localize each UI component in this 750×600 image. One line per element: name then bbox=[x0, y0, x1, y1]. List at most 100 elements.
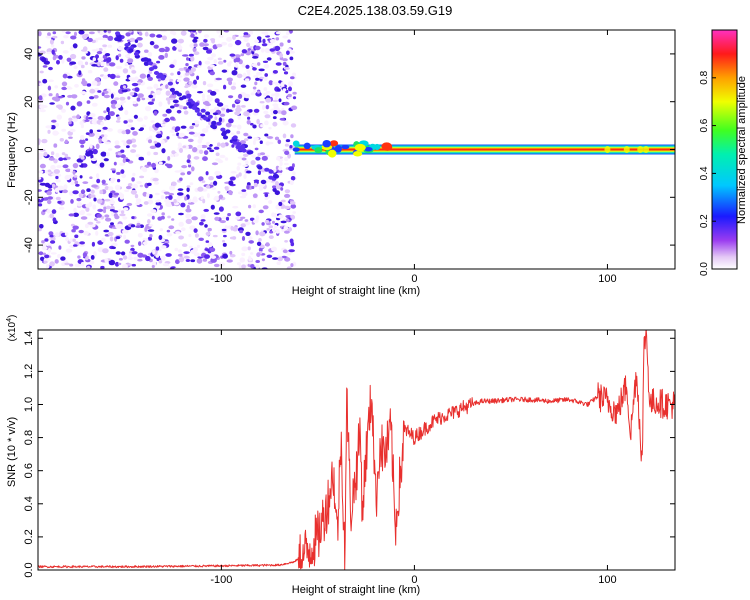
colorbar-frame bbox=[711, 29, 738, 270]
noise-blob bbox=[156, 34, 163, 38]
noise-blob bbox=[57, 200, 62, 204]
noise-blob bbox=[71, 94, 78, 99]
noise-blob bbox=[252, 86, 257, 90]
noise-blob bbox=[147, 219, 151, 224]
noise-blob bbox=[160, 139, 165, 145]
noise-blob bbox=[255, 264, 260, 269]
noise-blob bbox=[69, 191, 74, 196]
noise-blob bbox=[72, 163, 79, 169]
noise-blob bbox=[273, 110, 278, 115]
noise-blob bbox=[210, 187, 216, 191]
noise-blob bbox=[230, 225, 234, 231]
noise-blob bbox=[189, 245, 193, 249]
noise-blob bbox=[117, 152, 123, 156]
noise-blob bbox=[242, 164, 249, 167]
noise-blob bbox=[188, 53, 194, 57]
noise-blob bbox=[70, 35, 77, 40]
noise-blob bbox=[226, 259, 233, 263]
streak-blob bbox=[268, 175, 274, 180]
spectrogram-y-label: Frequency (Hz) bbox=[6, 112, 18, 188]
noise-blob bbox=[292, 96, 297, 100]
noise-blob bbox=[44, 254, 50, 259]
noise-blob bbox=[106, 57, 110, 63]
noise-blob bbox=[106, 152, 110, 157]
noise-blob bbox=[289, 145, 293, 149]
noise-blob bbox=[187, 154, 192, 160]
noise-blob bbox=[122, 158, 126, 164]
noise-blob bbox=[73, 65, 78, 70]
noise-blob bbox=[86, 100, 91, 104]
snr-x-label: Height of straight line (km) bbox=[292, 584, 420, 596]
noise-blob bbox=[79, 175, 83, 179]
noise-blob bbox=[264, 63, 269, 68]
noise-blob bbox=[104, 214, 110, 218]
noise-blob bbox=[238, 191, 243, 195]
noise-blob bbox=[57, 254, 61, 259]
noise-blob bbox=[139, 73, 147, 79]
noise-blob bbox=[158, 235, 163, 240]
noise-blob bbox=[55, 152, 60, 158]
streak-blob bbox=[169, 87, 175, 92]
noise-blob bbox=[152, 249, 156, 255]
noise-blob bbox=[111, 242, 118, 247]
noise-blob bbox=[158, 161, 163, 165]
noise-blob bbox=[117, 46, 125, 51]
noise-blob bbox=[85, 203, 92, 208]
y-tick-label: 1.0 bbox=[23, 397, 35, 412]
noise-blob bbox=[131, 82, 139, 87]
noise-blob bbox=[169, 116, 175, 121]
noise-blob bbox=[123, 234, 127, 240]
noise-blob bbox=[288, 81, 293, 87]
noise-blob bbox=[48, 93, 53, 97]
noise-blob bbox=[109, 200, 116, 205]
noise-blob bbox=[89, 129, 93, 134]
noise-blob bbox=[286, 31, 290, 36]
noise-blob bbox=[106, 205, 111, 210]
noise-blob bbox=[214, 216, 220, 221]
noise-blob bbox=[160, 245, 167, 249]
noise-blob bbox=[273, 92, 280, 98]
noise-blob bbox=[264, 120, 269, 126]
noise-blob bbox=[156, 60, 161, 64]
noise-blob bbox=[68, 213, 75, 217]
noise-blob bbox=[115, 120, 121, 123]
noise-blob bbox=[282, 249, 288, 254]
noise-blob bbox=[159, 228, 163, 232]
noise-blob bbox=[66, 57, 72, 62]
noise-blob bbox=[279, 161, 283, 166]
noise-blob bbox=[95, 230, 99, 236]
noise-blob bbox=[264, 133, 269, 137]
noise-blob bbox=[81, 80, 88, 86]
noise-blob bbox=[194, 233, 199, 238]
streak-blob bbox=[200, 108, 206, 113]
noise-blob bbox=[238, 172, 242, 177]
noise-blob bbox=[272, 220, 275, 224]
streak-blob bbox=[156, 74, 162, 79]
noise-blob bbox=[114, 140, 120, 146]
noise-blob bbox=[158, 55, 165, 60]
noise-blob bbox=[150, 120, 155, 123]
noise-blob bbox=[274, 97, 279, 100]
noise-blob bbox=[164, 163, 170, 167]
noise-blob bbox=[116, 116, 121, 121]
noise-blob bbox=[66, 156, 71, 160]
noise-blob bbox=[69, 46, 74, 51]
noise-blob bbox=[174, 152, 179, 157]
noise-blob bbox=[76, 114, 80, 119]
noise-blob bbox=[85, 223, 89, 229]
noise-blob bbox=[254, 147, 259, 151]
noise-blob bbox=[104, 141, 111, 145]
noise-blob bbox=[193, 36, 199, 40]
noise-blob bbox=[186, 57, 189, 61]
noise-blob bbox=[77, 162, 82, 166]
noise-blob bbox=[160, 195, 165, 200]
noise-blob bbox=[127, 58, 134, 64]
noise-blob bbox=[162, 113, 168, 117]
noise-blob bbox=[244, 138, 249, 142]
noise-blob bbox=[39, 224, 44, 229]
noise-blob bbox=[188, 198, 192, 203]
noise-blob bbox=[198, 30, 202, 34]
noise-blob bbox=[224, 225, 228, 230]
noise-blob bbox=[278, 98, 282, 103]
noise-blob bbox=[109, 111, 115, 117]
